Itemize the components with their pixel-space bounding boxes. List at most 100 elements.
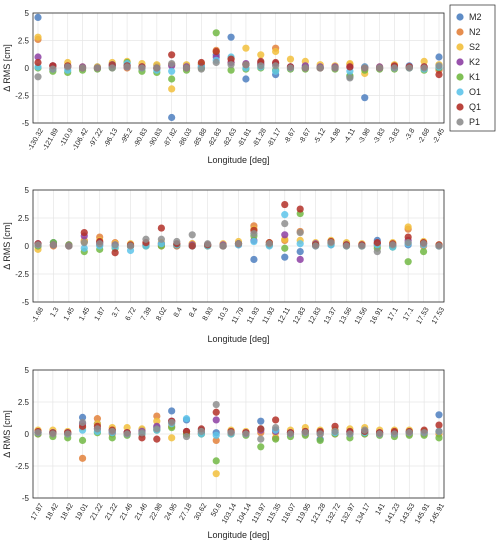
point-p1 (78, 64, 87, 72)
point-o1 (80, 244, 88, 252)
point-p1 (34, 429, 42, 437)
legend-marker-s2 (456, 43, 464, 51)
point-q1 (346, 63, 354, 71)
point-k1 (281, 244, 289, 252)
y-tick-label: -2.5 (15, 92, 29, 101)
point-p1 (435, 427, 443, 436)
x-tick-label: 17.53 (414, 305, 431, 325)
point-p1 (420, 64, 428, 72)
point-p1 (361, 64, 369, 72)
x-tick-label: -8.67 (282, 126, 298, 145)
point-q1 (212, 47, 220, 56)
x-tick-label: 22.98 (147, 501, 164, 521)
point-k2 (212, 416, 220, 424)
point-p1 (257, 62, 265, 70)
point-q1 (188, 242, 196, 250)
legend-marker-p1 (456, 118, 464, 126)
x-tick-label: 24.95 (162, 501, 179, 521)
point-p1 (227, 61, 235, 69)
point-p1 (250, 230, 258, 238)
point-k1 (272, 435, 280, 443)
y-tick-label: 5 (25, 366, 30, 375)
x-tick-label: 7.39 (138, 305, 153, 322)
point-k1 (404, 258, 412, 266)
point-s2 (212, 470, 220, 478)
axes-box (32, 12, 445, 124)
x-tick-label: 17.1 (401, 305, 416, 322)
point-k2 (34, 53, 42, 61)
y-tick-label: -2.5 (15, 462, 29, 471)
point-q1 (272, 416, 280, 424)
legend-marker-m2 (456, 13, 464, 21)
y-tick-label: 2.5 (18, 214, 30, 223)
point-p1 (96, 240, 104, 248)
x-tick-label: 18.42 (43, 501, 60, 521)
x-tick-label: 21.22 (103, 501, 120, 521)
x-tick-label: -8.67 (297, 126, 313, 145)
point-p1 (204, 240, 212, 248)
y-axis-label: Δ RMS [cm] (2, 410, 12, 458)
y-tick-label: 0 (25, 242, 30, 251)
legend-label-k2: K2 (469, 57, 480, 67)
legend-marker-n2 (456, 28, 464, 36)
point-p1 (405, 64, 413, 72)
x-tick-label: 8.02 (154, 305, 169, 322)
point-s2 (286, 55, 295, 63)
y-tick-label: 5 (25, 186, 30, 195)
point-s2 (153, 417, 161, 425)
point-p1 (390, 430, 399, 438)
point-p1 (327, 239, 335, 247)
legend-marker-o1 (456, 88, 464, 96)
point-q1 (168, 51, 176, 59)
y-tick-label: 5 (25, 9, 30, 18)
point-p1 (64, 63, 72, 71)
point-k1 (435, 434, 443, 442)
y-tick-label: 0 (25, 430, 30, 439)
point-p1 (242, 430, 250, 438)
y-tick-label: -5 (22, 119, 30, 128)
legend-label-n2: N2 (469, 27, 481, 37)
x-tick-label: 3.7 (109, 305, 122, 318)
point-k1 (78, 436, 87, 444)
x-tick-label: 21.22 (88, 501, 105, 521)
point-s2 (404, 223, 412, 231)
point-q1 (80, 228, 88, 237)
point-p1 (78, 418, 87, 427)
point-p1 (138, 429, 146, 437)
point-s2 (168, 434, 176, 442)
point-p1 (153, 64, 161, 72)
point-p1 (123, 63, 131, 71)
point-n2 (78, 454, 87, 462)
point-o1 (182, 415, 191, 423)
point-p1 (373, 248, 381, 256)
point-q1 (404, 233, 412, 241)
point-p1 (142, 235, 150, 243)
point-m2 (242, 75, 250, 83)
point-p1 (272, 62, 280, 70)
point-p1 (419, 240, 428, 248)
point-p1 (111, 241, 119, 249)
x-tick-label: 8.4 (171, 305, 184, 318)
point-p1 (286, 430, 295, 438)
point-q1 (157, 224, 165, 232)
x-tick-label: 12.11 (275, 305, 292, 325)
point-p1 (301, 429, 309, 437)
point-p1 (153, 425, 161, 433)
point-m2 (361, 94, 369, 102)
point-q1 (373, 239, 381, 247)
point-p1 (227, 429, 235, 437)
point-n2 (93, 415, 102, 423)
axes-box (32, 189, 445, 303)
point-o1 (272, 67, 280, 75)
point-m2 (78, 413, 87, 421)
x-tick-label: 1.87 (92, 305, 107, 322)
point-q1 (111, 249, 119, 257)
x-axis-label: Longitude [deg] (207, 155, 269, 165)
x-tick-label: -3.83 (386, 126, 402, 145)
point-q1 (435, 421, 443, 429)
legend-label-q1: Q1 (469, 102, 481, 112)
point-m2 (227, 33, 235, 41)
chart-panel-3: -5-2.502.5517.8718.4218.4219.0121.2221.2… (2, 366, 446, 540)
point-o1 (281, 211, 289, 219)
point-s2 (420, 57, 428, 65)
